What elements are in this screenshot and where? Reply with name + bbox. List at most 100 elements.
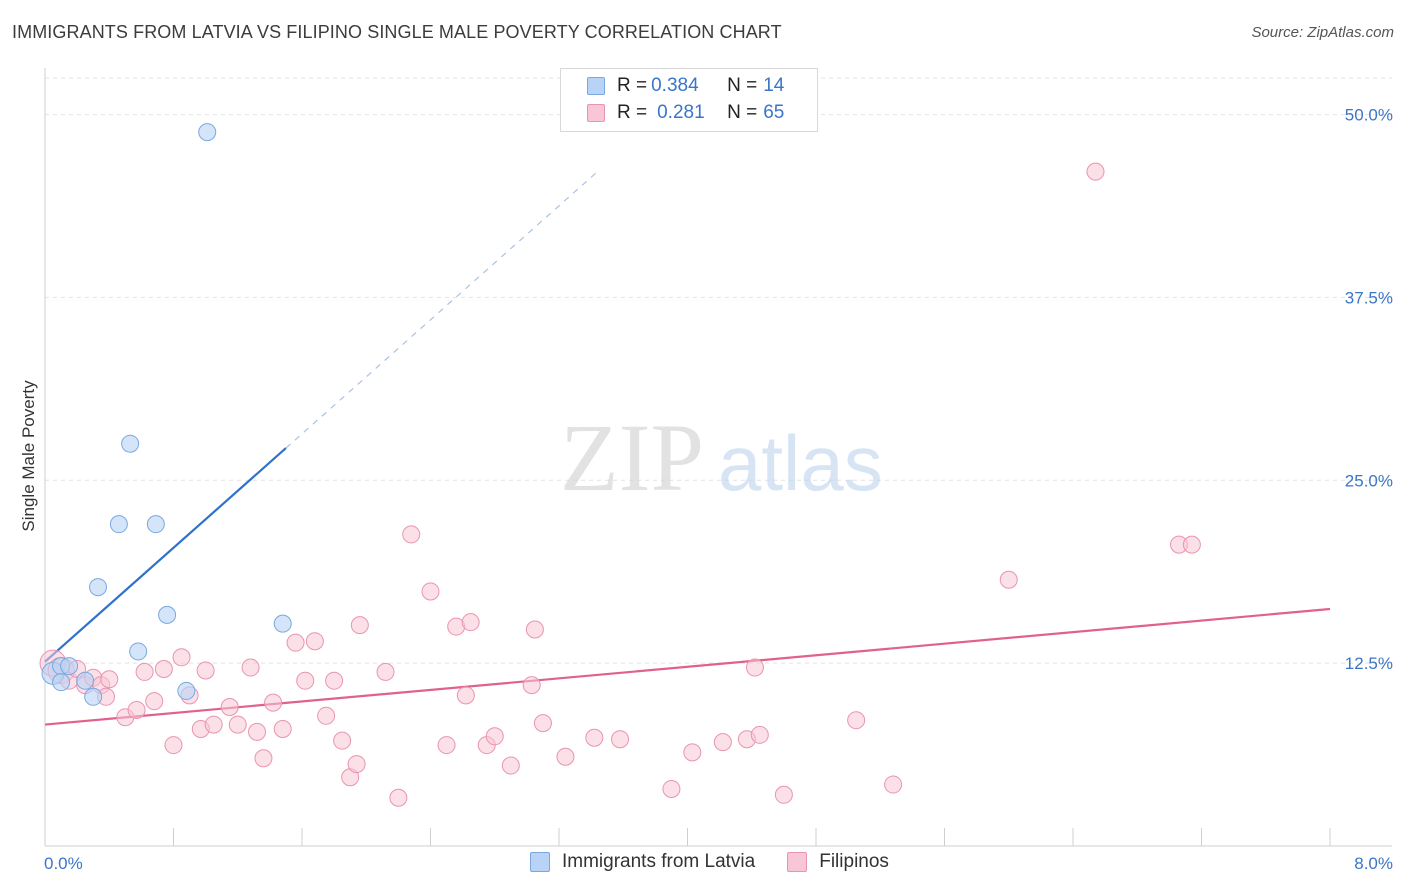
data-point-filipino [333, 731, 352, 750]
data-point-filipino [1086, 162, 1105, 181]
data-point-filipino [389, 788, 408, 807]
y-tick-label: 25.0% [1345, 471, 1393, 490]
source-label: Source: ZipAtlas.com [1251, 24, 1394, 41]
data-point-filipino [228, 715, 247, 734]
n-label: N = [727, 102, 758, 123]
data-point-filipino [347, 755, 366, 774]
data-point-filipino [556, 747, 575, 766]
data-point-filipino [145, 692, 164, 711]
data-point-filipino [522, 676, 541, 695]
y-tick-label: 37.5% [1345, 288, 1393, 307]
data-point-filipino [585, 728, 604, 747]
data-point-latvia [273, 614, 292, 633]
data-point-latvia [129, 642, 148, 661]
data-point-filipino [154, 659, 173, 678]
data-point-filipino [135, 662, 154, 681]
series-legend: Immigrants from Latvia Filipinos [530, 851, 921, 873]
trend-lines [44, 169, 1331, 726]
data-point-filipino [437, 736, 456, 755]
latvia-swatch [530, 852, 550, 872]
data-point-latvia [121, 434, 140, 453]
data-point-filipino [286, 633, 305, 652]
y-axis-label: Single Male Poverty [19, 380, 38, 532]
data-point-filipino [241, 658, 260, 677]
data-point-filipino [999, 570, 1018, 589]
data-point-latvia [89, 578, 108, 597]
data-point-filipino [1182, 535, 1201, 554]
n-value: 14 [763, 75, 785, 96]
stats-row-filipino: R = 0.281 N = 65 [587, 100, 784, 126]
data-point-filipino [100, 670, 119, 689]
stats-row-latvia: R = 0.384 N = 14 [587, 73, 784, 99]
latvia-trend-extension [285, 169, 600, 449]
data-point-filipino [296, 671, 315, 690]
data-point-filipino [774, 785, 793, 804]
watermark: ZIP atlas [560, 404, 883, 511]
data-point-filipino [713, 733, 732, 752]
data-point-filipino [254, 749, 273, 768]
data-point-filipino [461, 613, 480, 632]
filipino-swatch [587, 104, 605, 122]
watermark-atlas: atlas [718, 419, 883, 507]
data-point-latvia [109, 515, 128, 534]
legend-label-latvia: Immigrants from Latvia [562, 851, 756, 872]
chart-title: IMMIGRANTS FROM LATVIA VS FILIPINO SINGL… [12, 22, 782, 42]
series-filipinos [39, 162, 1201, 807]
data-point-filipino [750, 725, 769, 744]
y-tick-label: 50.0% [1345, 106, 1393, 125]
data-point-filipino [264, 693, 283, 712]
x-tick-label: 0.0% [44, 854, 83, 873]
n-value: 65 [763, 102, 785, 123]
r-value: 0.384 [651, 75, 699, 96]
data-point-latvia [158, 605, 177, 624]
data-point-filipino [127, 700, 146, 719]
data-point-filipino [172, 648, 191, 667]
data-point-latvia [60, 657, 79, 676]
latvia-trend-line [44, 447, 287, 663]
data-point-latvia [198, 123, 217, 142]
legend-item-latvia: Immigrants from Latvia [530, 851, 755, 873]
data-point-filipino [376, 662, 395, 681]
data-point-filipino [485, 727, 504, 746]
tick-labels: 12.5% 25.0% 37.5% 50.0% 0.0% 8.0% [44, 106, 1393, 873]
stats-legend: R = 0.384 N = 14 R = 0.281 N = 65 [560, 68, 818, 132]
y-tick-label: 12.5% [1345, 654, 1393, 673]
data-point-filipino [204, 715, 223, 734]
data-point-filipino [745, 658, 764, 677]
r-label: R = [617, 75, 648, 96]
x-tick-label: 8.0% [1354, 854, 1393, 873]
legend-label-filipinos: Filipinos [819, 851, 889, 872]
series-latvia [41, 123, 292, 706]
r-label: R = [617, 102, 648, 123]
data-point-filipino [662, 779, 681, 798]
data-point-filipino [305, 632, 324, 651]
data-point-filipino [220, 698, 239, 717]
axes [44, 68, 1392, 847]
data-point-filipino [402, 525, 421, 544]
grid-lines [45, 77, 1392, 664]
data-point-filipino [611, 730, 630, 749]
n-label: N = [727, 75, 758, 96]
data-point-filipino [196, 661, 215, 680]
data-point-filipino [683, 743, 702, 762]
data-point-filipino [847, 711, 866, 730]
data-point-filipino [533, 714, 552, 733]
data-point-latvia [52, 673, 71, 692]
data-point-filipino [884, 775, 903, 794]
data-point-filipino [456, 686, 475, 705]
data-point-latvia [76, 671, 95, 690]
legend-item-filipinos: Filipinos [787, 851, 889, 873]
data-point-filipino [317, 706, 336, 725]
filipino-trend-line [44, 607, 1331, 726]
data-point-filipino [350, 616, 369, 635]
data-point-filipino [525, 620, 544, 639]
data-point-filipino [248, 722, 267, 741]
r-value: 0.281 [657, 102, 705, 123]
data-point-latvia [84, 687, 103, 706]
data-point-filipino [164, 736, 183, 755]
data-point-filipino [421, 582, 440, 601]
data-point-latvia [146, 515, 165, 534]
latvia-swatch [587, 77, 605, 95]
data-point-latvia [177, 681, 196, 700]
